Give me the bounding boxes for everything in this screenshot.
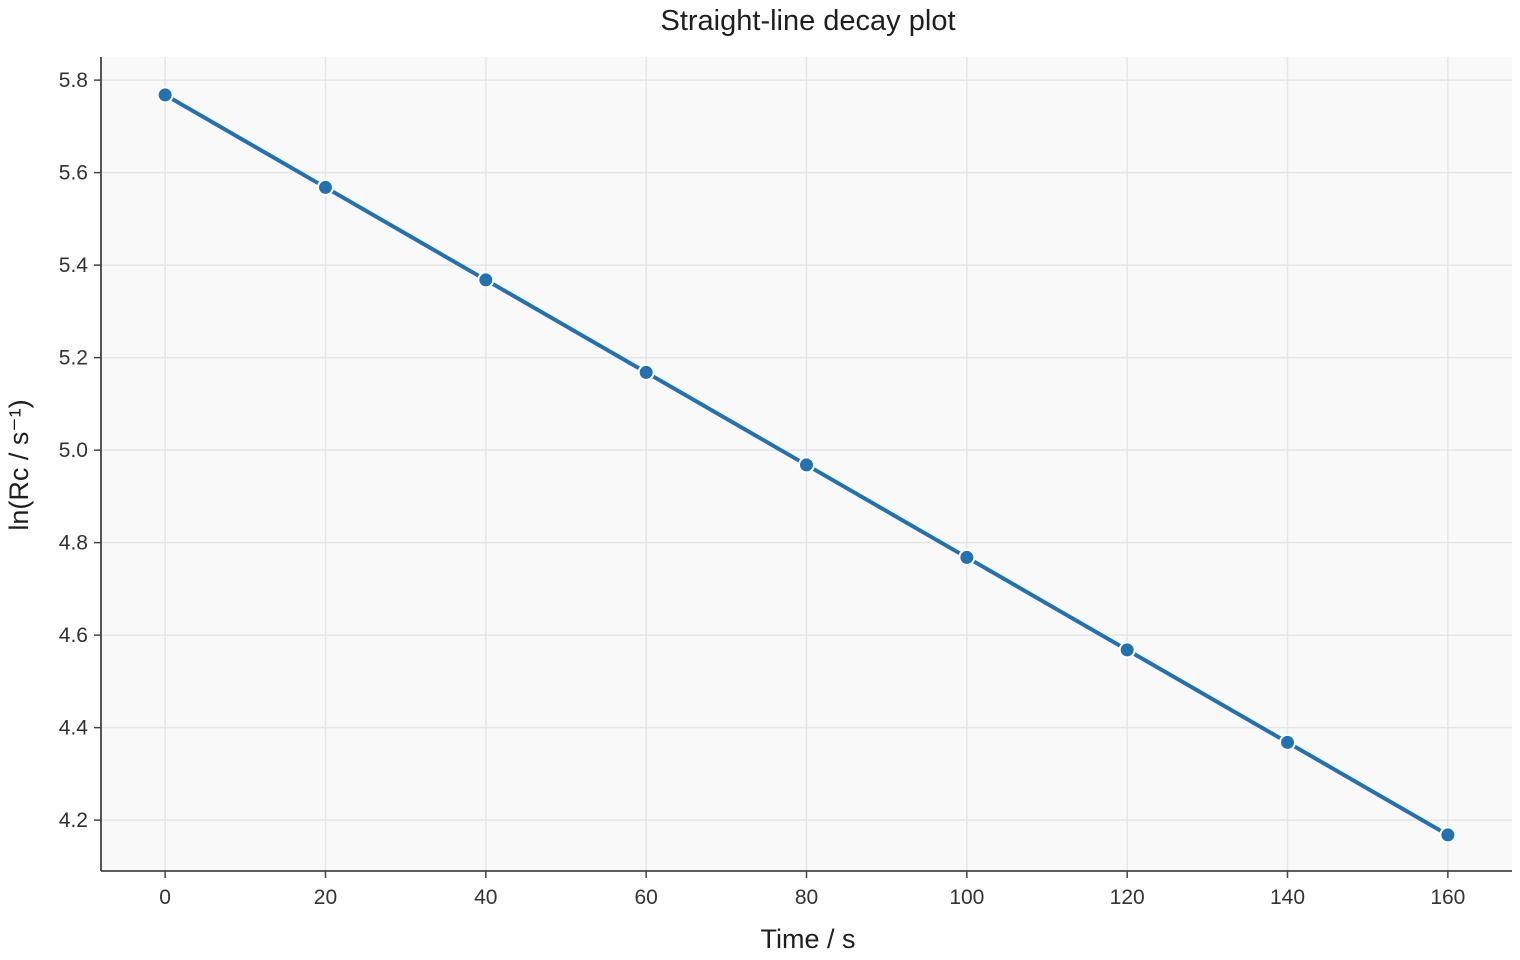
y-axis-label: ln(Rc / s⁻¹) bbox=[4, 399, 34, 530]
x-tick-label: 60 bbox=[634, 886, 657, 909]
x-axis-label: Time / s bbox=[760, 924, 855, 954]
data-point bbox=[1439, 826, 1457, 844]
x-tick-label: 140 bbox=[1270, 886, 1305, 909]
y-tick-label: 4.4 bbox=[59, 717, 89, 740]
data-point bbox=[477, 271, 495, 289]
data-point bbox=[637, 363, 655, 381]
data-point bbox=[798, 456, 815, 474]
y-tick-label: 5.8 bbox=[59, 69, 88, 92]
data-point bbox=[316, 178, 334, 196]
data-point bbox=[1279, 733, 1297, 751]
x-ticks: 0 20 40 60 80 100 120 140 160 bbox=[159, 871, 1465, 909]
x-tick-label: 40 bbox=[474, 886, 497, 909]
x-tick-label: 160 bbox=[1430, 886, 1465, 909]
data-point bbox=[1118, 641, 1136, 659]
y-tick-label: 5.4 bbox=[59, 254, 89, 277]
y-tick-label: 4.2 bbox=[59, 809, 88, 832]
y-tick-label: 4.8 bbox=[59, 532, 88, 555]
x-tick-label: 80 bbox=[795, 886, 818, 909]
y-tick-label: 5.2 bbox=[59, 347, 88, 370]
data-point bbox=[958, 548, 976, 566]
x-tick-label: 0 bbox=[159, 886, 171, 909]
grid bbox=[101, 57, 1512, 871]
series bbox=[156, 86, 1457, 844]
y-tick-label: 4.6 bbox=[59, 624, 88, 647]
data-point bbox=[156, 86, 174, 104]
x-tick-label: 20 bbox=[314, 886, 337, 909]
x-tick-label: 120 bbox=[1110, 886, 1145, 909]
y-ticks: 4.2 4.4 4.6 4.8 5.0 5.2 5.4 5.6 5.8 bbox=[59, 69, 101, 832]
y-tick-label: 5.0 bbox=[59, 439, 88, 462]
x-tick-label: 100 bbox=[949, 886, 984, 909]
y-tick-label: 5.6 bbox=[59, 162, 88, 185]
chart-title: Straight-line decay plot bbox=[661, 5, 956, 37]
